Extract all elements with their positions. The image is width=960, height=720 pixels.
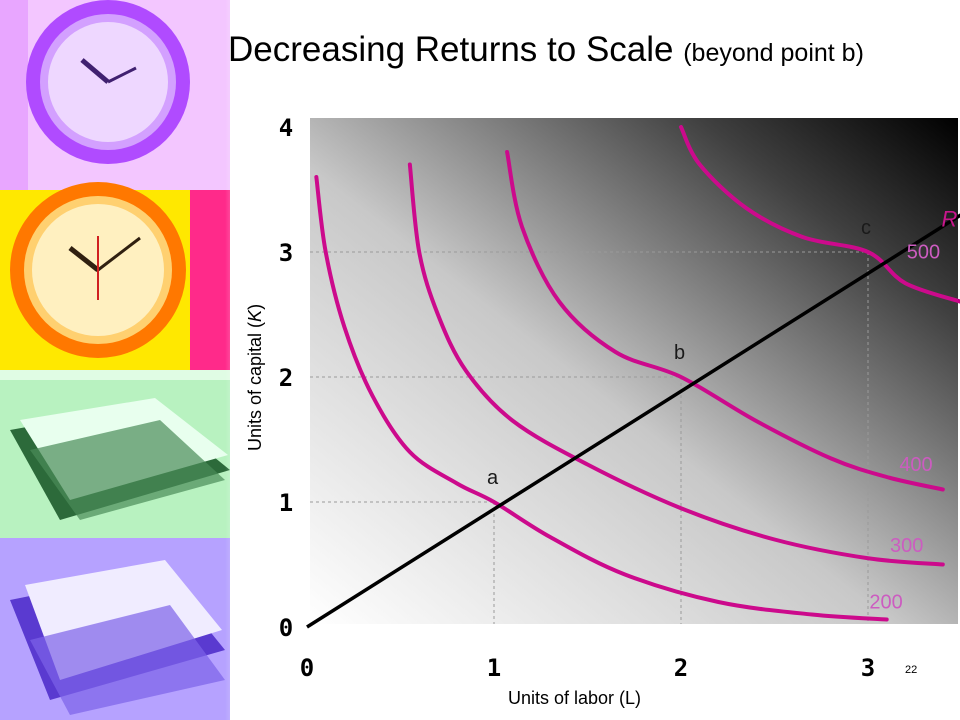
x-tick-0: 0 (300, 654, 314, 682)
y-axis-variable: K (245, 309, 265, 322)
slide-subtitle: (beyond point b) (683, 39, 864, 67)
y-tick-3: 3 (279, 239, 293, 267)
isoquant-300 (407, 162, 945, 567)
x-axis-label: Units of labor (L) (508, 688, 642, 708)
sidebar-decor (0, 0, 262, 720)
slide-title: Decreasing Returns to Scale (beyond poin… (228, 30, 864, 70)
slide-number: 22 (905, 664, 918, 676)
y-axis-label: Units of capital (K) (245, 303, 265, 451)
slide-title-main: Decreasing Returns to Scale (228, 30, 674, 69)
isoquant-label-500: 500 (907, 241, 940, 263)
x-tick-3: 3 (861, 654, 875, 682)
point-label-b: b (674, 342, 685, 364)
isoquant-400 (505, 150, 945, 492)
y-tick-0: 0 (279, 614, 293, 642)
isoquant-label-300: 300 (890, 535, 923, 557)
y-tick-4: 4 (279, 114, 293, 142)
expansion-ray (306, 213, 960, 629)
y-tick-1: 1 (279, 489, 293, 517)
purple-clock-icon (0, 0, 230, 190)
green-papers-icon (0, 370, 230, 538)
isoquant-label-400: 400 (899, 454, 932, 476)
point-label-c: c (861, 217, 871, 239)
purple-papers-icon (0, 538, 230, 720)
plot-background (310, 118, 958, 624)
x-tick-2: 2 (674, 654, 688, 682)
isoquant-label-200: 200 (869, 591, 902, 613)
y-tick-2: 2 (279, 364, 293, 392)
ray-label: R (942, 207, 958, 232)
isoquant-200 (314, 175, 889, 622)
isoquant-500 (679, 125, 960, 304)
point-label-a: a (487, 467, 499, 489)
orange-clock-icon (0, 182, 230, 370)
x-tick-1: 1 (487, 654, 501, 682)
